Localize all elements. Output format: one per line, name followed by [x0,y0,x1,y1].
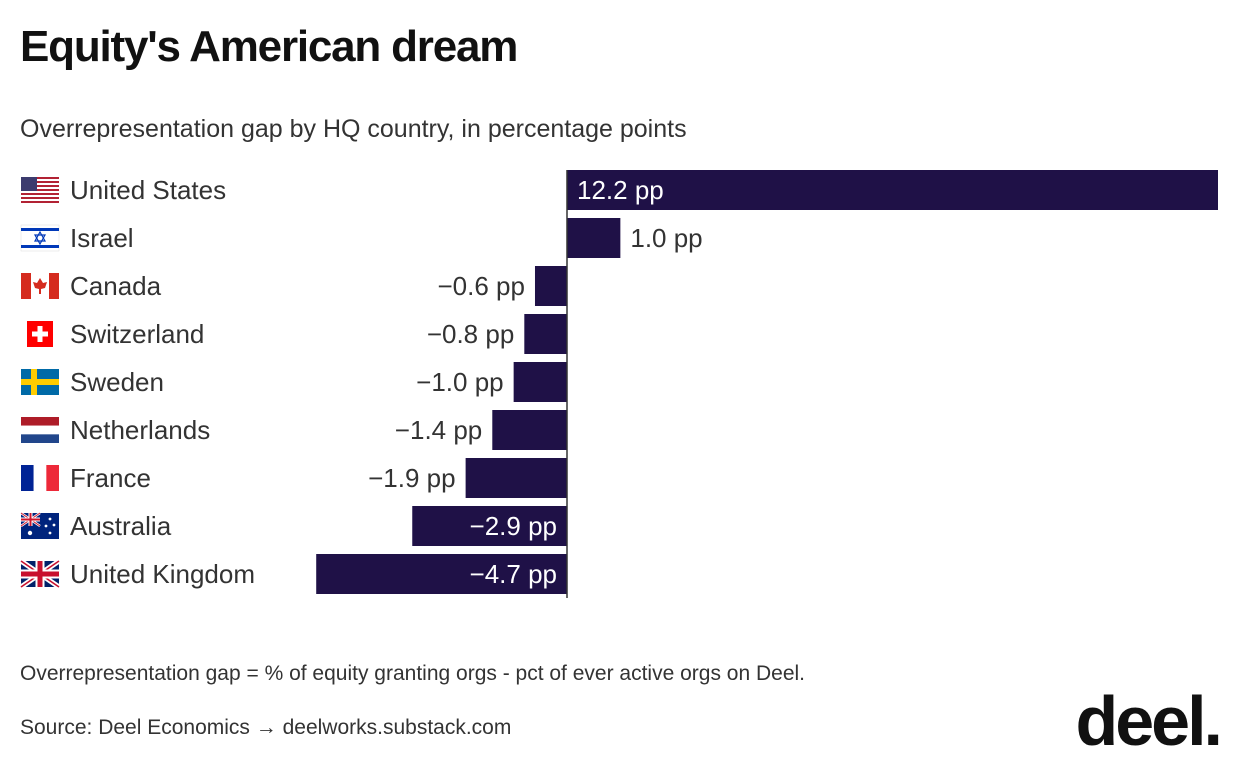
switzerland-flag-icon [27,321,53,347]
bar-chart: United States 12.2 pp Israel 1.0 pp Canada −0… [19,170,1218,598]
bar [524,314,567,354]
netherlands-flag-icon [21,417,59,443]
bar-row: Canada −0.6 pp [21,266,567,306]
deel-logo: deel. [1075,682,1223,760]
bar [465,458,567,498]
sweden-flag-icon [21,369,59,395]
bar [534,266,567,306]
bar-row: Australia −2.9 pp [20,506,567,546]
value-label: 1.0 pp [630,223,702,253]
value-label: 12.2 pp [577,175,664,205]
bar [492,410,567,450]
uk-flag-icon [19,558,61,590]
value-label: −1.0 pp [416,367,503,397]
value-label: −1.9 pp [368,463,455,493]
value-label: −0.8 pp [427,319,514,349]
bar-row: Israel 1.0 pp [20,218,703,258]
country-label: France [70,463,151,493]
country-label: Switzerland [70,319,204,349]
france-flag-icon [21,465,59,491]
israel-flag-icon [20,224,60,252]
country-label: Australia [70,511,172,541]
value-label: −1.4 pp [395,415,482,445]
bar-row: United States 12.2 pp [21,170,1218,210]
country-label: Israel [70,223,134,253]
country-label: Canada [70,271,162,301]
bar [567,170,1218,210]
value-label: −0.6 pp [437,271,524,301]
australia-flag-icon [20,511,59,539]
us-flag-icon [21,177,59,203]
value-label: −2.9 pp [470,511,557,541]
bar [513,362,567,402]
chart-title: Equity's American dream [20,22,518,71]
bar-row: Netherlands −1.4 pp [21,410,567,450]
source-note: Source: Deel Economics → deelworks.subst… [20,716,512,739]
bar-row: Sweden −1.0 pp [21,362,567,402]
bar-row: United Kingdom −4.7 pp [19,554,567,594]
country-label: United States [70,175,226,205]
footnote: Overrepresentation gap = % of equity gra… [20,662,806,685]
bar-row: Switzerland −0.8 pp [27,314,567,354]
value-label: −4.7 pp [470,559,557,589]
country-label: United Kingdom [70,559,255,589]
bar-row: France −1.9 pp [21,458,567,498]
bar [316,554,567,594]
country-label: Sweden [70,367,164,397]
bar [412,506,567,546]
country-label: Netherlands [70,415,210,445]
canada-flag-icon [21,273,59,299]
bar [567,218,621,258]
chart-subtitle: Overrepresentation gap by HQ country, in… [20,115,687,143]
